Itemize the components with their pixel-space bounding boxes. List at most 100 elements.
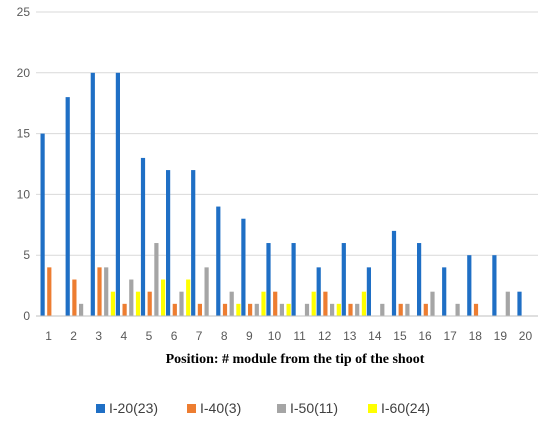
bar-i-50-11 [279, 303, 284, 316]
bar-i-20-23 [417, 243, 422, 316]
legend-label: I-60(24) [381, 400, 430, 416]
bar-i-40-3 [122, 303, 127, 316]
x-tick-label: 18 [469, 329, 483, 343]
y-tick-label: 10 [17, 187, 31, 201]
y-tick-label: 25 [17, 5, 31, 19]
bar-i-20-23 [467, 255, 472, 316]
x-tick-label: 14 [368, 329, 382, 343]
x-tick-label: 15 [393, 329, 407, 343]
y-tick-label: 15 [17, 127, 31, 141]
legend-item: I-60(24) [368, 400, 430, 416]
bar-i-40-3 [222, 303, 228, 316]
bar-i-60-24 [110, 291, 115, 316]
bars [40, 72, 522, 317]
x-tick-label: 11 [293, 329, 306, 343]
bar-i-20-23 [241, 218, 246, 316]
bar-i-20-23 [90, 72, 95, 316]
y-tick-label: 20 [17, 66, 31, 80]
y-axis-ticks: 0 5 10 15 20 25 [17, 5, 31, 323]
x-tick-label: 6 [171, 329, 178, 343]
bar-i-60-24 [135, 291, 141, 316]
x-tick-label: 7 [196, 329, 203, 343]
bar-i-20-23 [442, 267, 447, 316]
legend-item: I-40(3) [187, 400, 241, 416]
x-tick-label: 2 [70, 329, 77, 343]
bar-i-20-23 [316, 267, 321, 316]
x-tick-label: 5 [146, 329, 153, 343]
bar-i-40-3 [147, 291, 152, 316]
bar-i-40-3 [273, 291, 278, 316]
x-tick-label: 8 [221, 329, 228, 343]
legend-label: I-50(11) [290, 400, 338, 416]
bar-i-40-3 [398, 303, 403, 316]
legend-swatch [187, 404, 196, 413]
bar-i-60-24 [311, 291, 316, 316]
bar-i-60-24 [261, 291, 266, 316]
bar-i-50-11 [229, 291, 234, 316]
legend-swatch [96, 404, 105, 413]
bar-i-40-3 [197, 303, 202, 316]
x-tick-label: 19 [494, 329, 508, 343]
bar-i-50-11 [405, 303, 410, 316]
bar-i-50-11 [430, 291, 435, 316]
bar-i-20-23 [115, 72, 120, 316]
legend-item: I-50(11) [277, 400, 338, 416]
bar-i-40-3 [348, 303, 353, 316]
x-axis-ticks: 1 2 3 4 5 6 7 8 9 10 11 12 13 14 15 16 17 18 19 20 [45, 329, 532, 343]
x-tick-label: 4 [121, 329, 128, 343]
legend-label: I-20(23) [109, 400, 158, 416]
bar-i-40-3 [423, 303, 428, 316]
legend-item: I-20(23) [96, 400, 158, 416]
bar-i-60-24 [186, 279, 191, 316]
bar-i-20-23 [266, 243, 271, 316]
bar-i-50-11 [505, 291, 510, 316]
bar-i-20-23 [291, 243, 296, 316]
bar-i-20-23 [366, 267, 371, 316]
bar-i-50-11 [129, 279, 134, 316]
bar-i-50-11 [104, 267, 109, 316]
legend-swatch [368, 404, 377, 413]
x-tick-label: 17 [443, 329, 457, 343]
bar-i-40-3 [72, 279, 77, 316]
x-tick-label: 9 [246, 329, 253, 343]
bar-i-50-11 [154, 243, 159, 316]
bar-i-20-23 [140, 157, 146, 316]
bar-i-50-11 [455, 303, 460, 316]
x-tick-label: 16 [418, 329, 432, 343]
grid-lines [36, 11, 538, 256]
bar-i-40-3 [47, 267, 52, 316]
bar-i-20-23 [391, 230, 397, 316]
bar-i-60-24 [361, 291, 366, 316]
bar-i-20-23 [191, 170, 196, 316]
y-tick-label: 0 [23, 309, 30, 323]
bar-i-60-24 [161, 279, 166, 316]
x-tick-label: 3 [95, 329, 102, 343]
bar-i-50-11 [204, 267, 209, 316]
bar-i-60-24 [236, 303, 241, 316]
legend-swatch [277, 404, 286, 413]
bar-i-20-23 [216, 206, 221, 316]
x-tick-label: 20 [519, 329, 533, 343]
bar-i-40-3 [97, 267, 102, 316]
bar-i-40-3 [172, 303, 177, 316]
bar-i-60-24 [286, 303, 291, 316]
x-axis-label: Position: # module from the tip of the s… [166, 352, 425, 367]
bar-i-50-11 [304, 303, 310, 316]
legend-label: I-40(3) [200, 400, 241, 416]
bar-i-20-23 [492, 255, 497, 316]
bar-i-40-3 [323, 291, 328, 316]
x-tick-label: 12 [318, 329, 332, 343]
bar-i-50-11 [179, 291, 184, 316]
bar-i-20-23 [166, 170, 171, 316]
bar-i-20-23 [65, 97, 70, 317]
bar-i-20-23 [40, 133, 45, 316]
bar-i-60-24 [336, 303, 341, 316]
x-tick-label: 1 [45, 329, 52, 343]
bar-i-50-11 [330, 303, 335, 316]
bar-i-20-23 [341, 243, 346, 316]
bar-i-50-11 [79, 303, 84, 316]
bar-i-50-11 [254, 303, 259, 316]
bar-i-50-11 [355, 303, 360, 316]
bar-i-20-23 [517, 291, 522, 316]
